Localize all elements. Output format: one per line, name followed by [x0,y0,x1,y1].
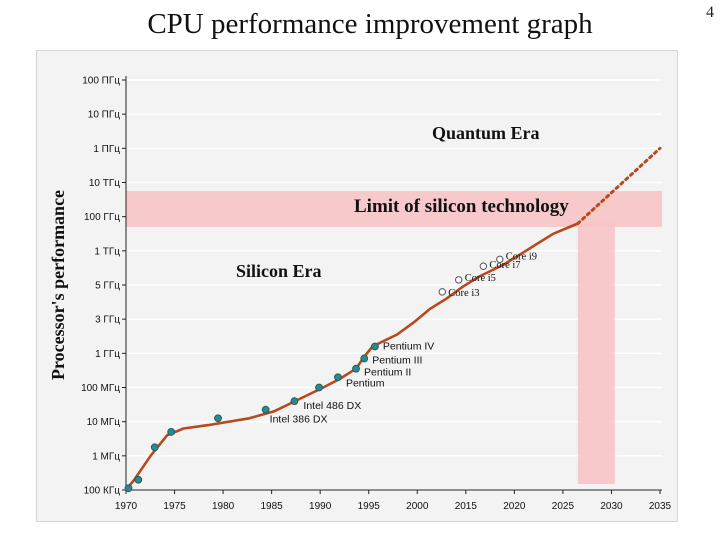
y-tick-label: 1 ПГц [93,144,120,155]
y-tick-label: 100 ПГц [82,76,120,87]
data-point-label: Pentium III [372,354,422,366]
quantum-era-label: Quantum Era [432,123,540,143]
x-tick-label: 1990 [309,501,332,512]
y-tick-label: 1 ТГц [94,246,120,257]
x-tick-label: 2030 [600,501,623,512]
data-point-label: Core i3 [448,288,479,299]
data-point-label: Pentium IV [383,341,434,353]
data-point-label: Intel 486 DX [303,400,361,412]
data-point-marker [150,443,159,452]
slide-title: CPU performance improvement graph [147,8,593,40]
y-tick-label: 10 ТГц [89,178,120,189]
data-point-marker [167,428,176,436]
x-tick-label: 2000 [406,501,429,512]
data-point-marker [371,342,379,351]
projected-trend-line [576,146,662,225]
data-point-marker [134,475,143,484]
chart-panel [36,50,678,522]
data-point-marker [290,397,299,406]
data-point-marker [360,354,369,363]
data-point-label: Core i7 [489,260,520,271]
y-tick-label: 1 МГц [92,451,120,462]
data-point-label: Pentium II [364,367,411,379]
data-point-marker [438,288,446,296]
x-tick-label: 1995 [358,501,381,512]
y-tick-label: 10 МГц [87,417,121,428]
page-number: 4 [706,4,714,21]
silicon-limit-label: Limit of silicon technology [354,196,569,217]
x-tick-label: 2015 [455,501,478,512]
x-tick-label: 1970 [115,501,138,512]
data-point-marker [334,373,342,382]
x-tick-label: 2035 [649,501,672,512]
data-point-marker [261,405,270,414]
data-point-label: Core i9 [506,251,537,262]
x-tick-label: 1980 [212,501,235,512]
data-point-marker [315,383,323,392]
y-tick-label: 100 МГц [81,383,120,394]
limit-year-band [577,223,615,484]
y-tick-label: 100 ГГц [84,212,120,223]
data-point-label: Core i5 [465,273,496,284]
x-tick-label: 1975 [163,501,186,512]
y-tick-label: 10 ПГц [88,110,121,121]
data-point-label: Intel 386 DX [270,414,328,426]
y-tick-label: 3 ГГц [95,315,120,326]
silicon-limit-band [126,191,662,227]
x-tick-label: 1985 [261,501,284,512]
y-tick-label: 1 ГГц [95,349,120,360]
data-point-marker [479,262,488,270]
data-point-marker [496,255,504,264]
data-point-marker [214,414,222,423]
data-point-marker [352,364,360,373]
y-tick-label: 5 ГГц [95,281,120,292]
y-tick-label: 100 КГц [84,486,121,497]
data-point-marker [124,484,133,493]
silicon-era-label: Silicon Era [236,261,322,281]
data-point-label: Pentium [346,377,385,389]
data-point-marker [455,276,463,284]
y-axis-label: Processor's performance [48,190,68,380]
x-tick-label: 2020 [503,501,526,512]
x-tick-label: 2025 [552,501,575,512]
